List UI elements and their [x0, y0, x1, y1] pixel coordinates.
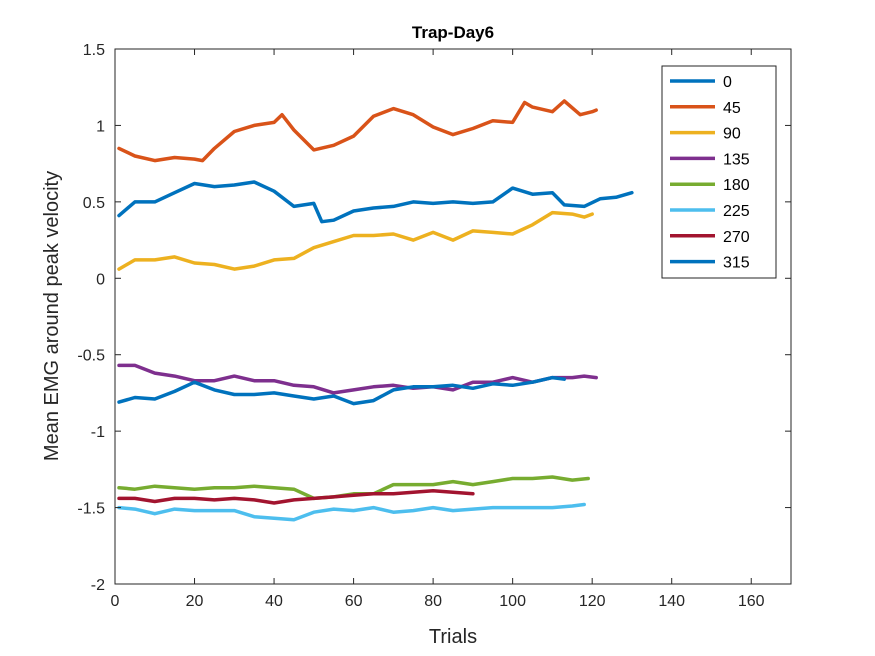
legend-box	[661, 65, 777, 279]
legend: 0 45 90 135 180 225 270 315	[661, 65, 777, 279]
plot-frame	[114, 48, 792, 585]
legend-label-225: 225	[723, 203, 750, 220]
y-tick-label: -0.5	[77, 348, 105, 365]
legend-label-180: 180	[723, 177, 750, 194]
x-tick-label: 80	[424, 593, 442, 610]
y-axis: -2 -1.5 -1 -0.5 0 0.5 1 1.5	[77, 42, 791, 594]
x-tick-label: 160	[738, 593, 765, 610]
x-tick-label: 140	[658, 593, 685, 610]
x-tick-label: 0	[111, 593, 120, 610]
legend-label-90: 90	[723, 126, 741, 143]
y-tick-label: -2	[91, 577, 105, 594]
y-tick-label: 1.5	[83, 42, 105, 59]
y-tick-label: 0	[96, 271, 105, 288]
legend-label-0: 0	[723, 74, 732, 91]
series-line-315	[117, 375, 567, 406]
series-layer	[117, 99, 634, 522]
x-tick-label: 100	[499, 593, 526, 610]
series-line-270	[117, 489, 475, 505]
legend-label-270: 270	[723, 229, 750, 246]
series-line-0	[117, 180, 634, 224]
y-tick-label: -1.5	[77, 501, 105, 518]
x-tick-label: 60	[345, 593, 363, 610]
series-line-45	[117, 99, 598, 163]
legend-label-135: 135	[723, 151, 750, 168]
x-axis-label: Trials	[429, 626, 477, 648]
x-tick-label: 40	[265, 593, 283, 610]
legend-label-45: 45	[723, 100, 741, 117]
x-tick-label: 120	[579, 593, 606, 610]
y-axis-label: Mean EMG around peak velocity	[41, 171, 63, 461]
series-line-90	[117, 210, 594, 271]
series-line-225	[117, 502, 586, 522]
y-tick-label: 0.5	[83, 195, 105, 212]
x-axis: 0 20 40 60 80 100 120 140 160	[111, 49, 765, 610]
y-tick-label: 1	[96, 118, 105, 135]
x-tick-label: 20	[186, 593, 204, 610]
chart-title: Trap-Day6	[412, 23, 494, 42]
y-tick-label: -1	[91, 424, 105, 441]
legend-label-315: 315	[723, 255, 750, 272]
